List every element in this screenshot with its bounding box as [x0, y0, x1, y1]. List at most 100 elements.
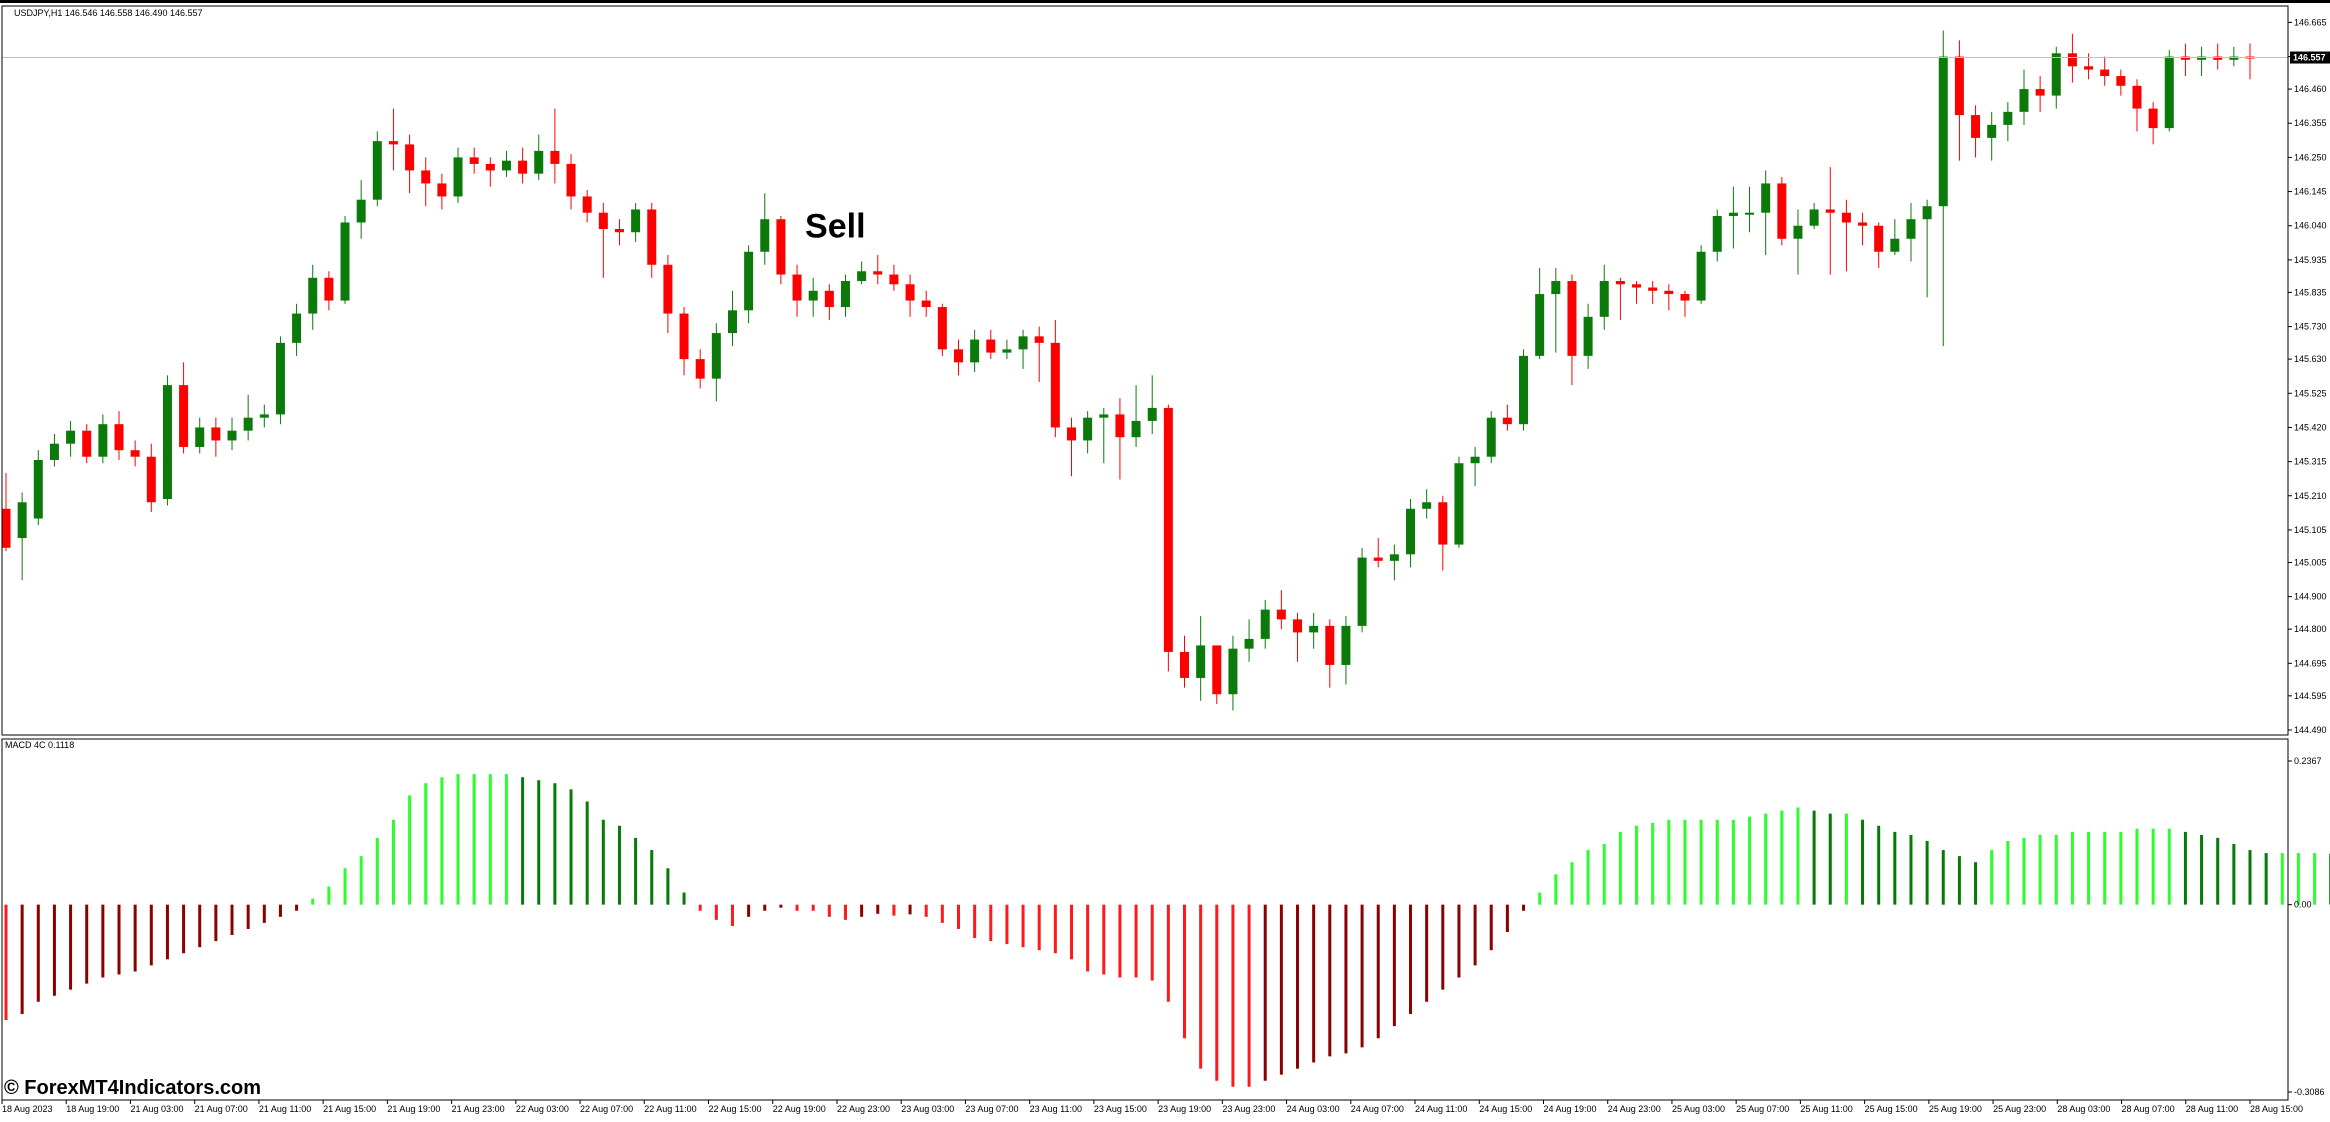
bear-candle — [550, 150, 560, 164]
macd-tick-label: -0.3086 — [2294, 1087, 2325, 1097]
price-tick-label: 144.800 — [2294, 624, 2327, 634]
bull-candle — [98, 424, 108, 457]
time-tick-label: 22 Aug 03:00 — [516, 1104, 569, 1114]
bear-candle — [598, 212, 608, 229]
bear-candle — [388, 141, 398, 145]
bull-candle — [1761, 183, 1771, 213]
bear-candle — [437, 183, 447, 197]
bull-candle — [340, 222, 350, 301]
bull-candle — [259, 414, 269, 418]
bear-candle — [1664, 290, 1674, 295]
time-tick-label: 21 Aug 19:00 — [387, 1104, 440, 1114]
bull-candle — [308, 277, 318, 314]
bull-candle — [2229, 56, 2239, 60]
bull-candle — [1938, 56, 1948, 207]
bull-candle — [1260, 609, 1270, 639]
bull-candle — [2164, 56, 2174, 129]
bear-candle — [82, 430, 92, 457]
bull-candle — [1583, 316, 1593, 356]
time-tick-label: 24 Aug 07:00 — [1351, 1104, 1404, 1114]
bear-candle — [179, 385, 189, 447]
bull-candle — [1599, 281, 1609, 317]
bull-candle — [631, 209, 641, 233]
bear-candle — [130, 450, 140, 457]
bull-candle — [760, 219, 770, 252]
bear-candle — [1615, 281, 1625, 285]
time-tick-label: 24 Aug 15:00 — [1479, 1104, 1532, 1114]
time-tick-label: 23 Aug 15:00 — [1094, 1104, 1147, 1114]
price-candles — [1, 30, 2288, 711]
bear-candle — [1971, 115, 1981, 138]
bull-candle — [808, 290, 818, 301]
bear-candle — [1632, 284, 1642, 288]
price-tick-label: 144.900 — [2294, 592, 2327, 602]
bull-candle — [49, 443, 59, 460]
bear-candle — [2067, 53, 2077, 67]
bear-candle — [2084, 66, 2094, 70]
bull-candle — [1486, 417, 1496, 457]
bear-candle — [1567, 281, 1577, 356]
time-tick-label: 24 Aug 11:00 — [1415, 1104, 1467, 1114]
time-tick-label: 18 Aug 2023 — [2, 1104, 53, 1114]
bear-candle — [776, 219, 786, 275]
time-tick-label: 24 Aug 03:00 — [1287, 1104, 1340, 1114]
bear-candle — [905, 284, 915, 301]
price-tick-label: 146.145 — [2294, 187, 2327, 197]
bull-candle — [534, 150, 544, 174]
bull-candle — [1389, 554, 1399, 561]
bull-candle — [840, 281, 850, 308]
bear-candle — [953, 349, 963, 363]
bull-candle — [1341, 625, 1351, 665]
time-tick-label: 22 Aug 11:00 — [644, 1104, 696, 1114]
price-tick-label: 144.695 — [2294, 658, 2327, 668]
current-price-text: 146.557 — [2293, 53, 2326, 63]
bull-candle — [970, 339, 980, 363]
bear-candle — [518, 160, 528, 174]
bull-candle — [1147, 407, 1157, 421]
price-tick-label: 146.250 — [2294, 152, 2327, 162]
price-tick-label: 145.105 — [2294, 525, 2327, 535]
bear-candle — [1276, 609, 1286, 620]
bear-candle — [1438, 502, 1448, 545]
time-tick-label: 18 Aug 19:00 — [66, 1104, 119, 1114]
time-tick-label: 22 Aug 19:00 — [773, 1104, 826, 1114]
price-tick-label: 145.005 — [2294, 557, 2327, 567]
bull-candle — [162, 385, 172, 500]
time-tick-label: 25 Aug 19:00 — [1929, 1104, 1982, 1114]
bull-candle — [1712, 215, 1722, 252]
time-tick-label: 23 Aug 11:00 — [1030, 1104, 1082, 1114]
bear-candle — [1825, 209, 1835, 213]
bull-candle — [2003, 111, 2013, 125]
bull-candle — [1745, 212, 1755, 215]
price-tick-label: 145.525 — [2294, 388, 2327, 398]
bull-candle — [66, 430, 76, 444]
price-tick-label: 145.935 — [2294, 255, 2327, 265]
bear-candle — [937, 307, 947, 350]
bear-candle — [921, 300, 931, 308]
bull-candle — [1406, 508, 1416, 555]
time-tick-label: 25 Aug 11:00 — [1800, 1104, 1852, 1114]
current-price-tag: 146.557 — [2290, 51, 2330, 64]
bull-candle — [292, 313, 302, 343]
bull-candle — [711, 333, 721, 379]
window-top-border — [0, 0, 2330, 3]
bear-candle — [1954, 56, 1964, 116]
time-tick-label: 25 Aug 03:00 — [1672, 1104, 1725, 1114]
price-tick-label: 145.730 — [2294, 322, 2327, 332]
time-tick-label: 21 Aug 23:00 — [452, 1104, 505, 1114]
time-tick-label: 23 Aug 03:00 — [901, 1104, 954, 1114]
bear-candle — [1293, 619, 1303, 633]
bull-candle — [33, 459, 43, 519]
time-axis: 18 Aug 2023 18 Aug 19:00 21 Aug 03:00 21 Au… — [1, 1100, 2303, 1114]
bear-candle — [1180, 651, 1190, 678]
watermark-text: © ForexMT4Indicators.com — [4, 1077, 261, 1099]
bull-candle — [501, 160, 511, 171]
bear-candle — [614, 228, 624, 233]
bull-candle — [243, 417, 253, 431]
bull-candle — [857, 271, 867, 282]
bull-candle — [1002, 349, 1012, 353]
bear-candle — [405, 144, 415, 171]
bear-candle — [889, 274, 899, 285]
price-tick-label: 144.490 — [2294, 725, 2327, 735]
